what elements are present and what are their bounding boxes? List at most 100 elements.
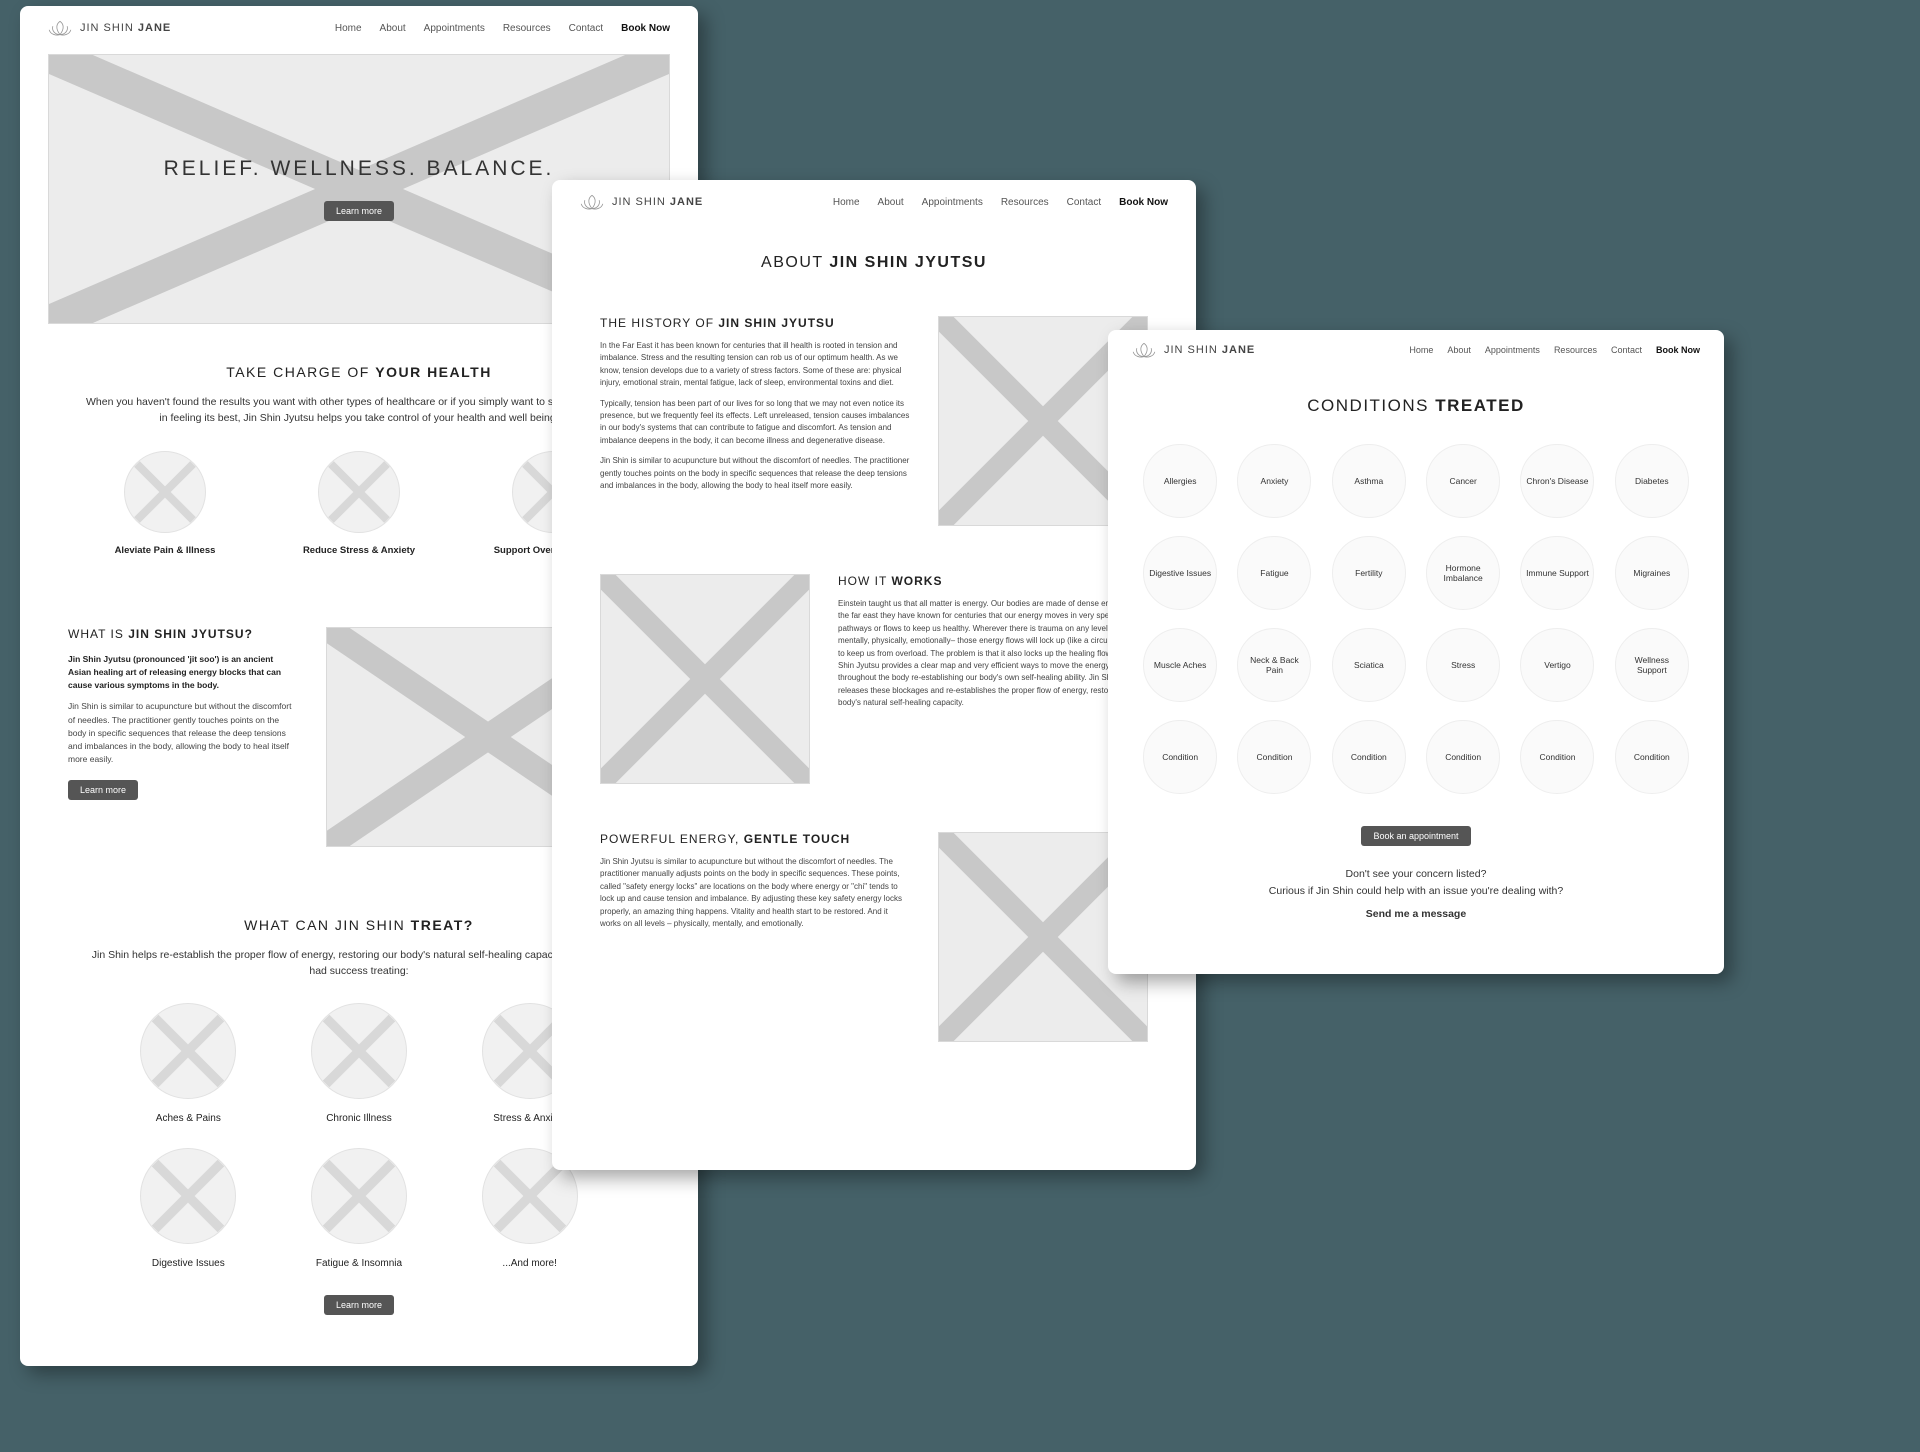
condition-chip: Digestive Issues: [1143, 536, 1217, 610]
treat-caption: Chronic Illness: [326, 1113, 392, 1124]
condition-chip: Muscle Aches: [1143, 628, 1217, 702]
condition-item[interactable]: Digestive Issues: [1138, 536, 1222, 610]
condition-item[interactable]: Immune Support: [1515, 536, 1599, 610]
intro-body: Jin Shin is similar to acupuncture but w…: [68, 700, 298, 766]
condition-chip: Wellness Support: [1615, 628, 1689, 702]
brand[interactable]: JIN SHIN JANE: [48, 18, 171, 38]
learn-more-button[interactable]: Learn more: [68, 780, 138, 800]
condition-item[interactable]: Neck & Back Pain: [1232, 628, 1316, 702]
nav-contact[interactable]: Contact: [569, 23, 603, 34]
condition-item[interactable]: Vertigo: [1515, 628, 1599, 702]
condition-item[interactable]: Muscle Aches: [1138, 628, 1222, 702]
footer-cta: Book an appointment Don't see your conce…: [1108, 804, 1724, 944]
footer-line: Curious if Jin Shin could help with an i…: [1108, 883, 1724, 900]
nav-appointments[interactable]: Appointments: [424, 23, 485, 34]
condition-chip: Diabetes: [1615, 444, 1689, 518]
nav-about[interactable]: About: [380, 23, 406, 34]
circle-placeholder: [311, 1148, 407, 1244]
book-appointment-button[interactable]: Book an appointment: [1361, 826, 1470, 846]
conditions-grid: Allergies Anxiety Asthma Cancer Chron's Dise…: [1108, 434, 1724, 804]
nav-appointments[interactable]: Appointments: [1485, 345, 1540, 355]
condition-item[interactable]: Condition: [1515, 720, 1599, 794]
treat-caption: ...And more!: [502, 1258, 556, 1269]
nav-appointments[interactable]: Appointments: [922, 197, 983, 208]
nav-home[interactable]: Home: [1409, 345, 1433, 355]
condition-chip: Vertigo: [1520, 628, 1594, 702]
condition-item[interactable]: Chron's Disease: [1515, 444, 1599, 518]
nav-book-now[interactable]: Book Now: [621, 23, 670, 34]
condition-chip: Cancer: [1426, 444, 1500, 518]
brand[interactable]: JIN SHIN JANE: [1132, 340, 1255, 360]
condition-item[interactable]: Condition: [1138, 720, 1222, 794]
nav-resources[interactable]: Resources: [1001, 197, 1049, 208]
treat-item: Digestive Issues: [123, 1148, 253, 1269]
treat-item: Aches & Pains: [123, 1003, 253, 1124]
condition-chip: Hormone Imbalance: [1426, 536, 1500, 610]
condition-chip: Condition: [1520, 720, 1594, 794]
condition-item[interactable]: Asthma: [1327, 444, 1411, 518]
treat-caption: Digestive Issues: [152, 1258, 225, 1269]
condition-item[interactable]: Wellness Support: [1610, 628, 1694, 702]
nav-home[interactable]: Home: [833, 197, 860, 208]
circle-placeholder: [140, 1148, 236, 1244]
condition-chip: Fertility: [1332, 536, 1406, 610]
send-message-link[interactable]: Send me a message: [1108, 906, 1724, 923]
section-heading: THE HISTORY OF JIN SHIN JYUTSU: [600, 316, 910, 330]
treat-caption: Aches & Pains: [156, 1113, 221, 1124]
body-text: Jin Shin Jyutsu is similar to acupunctur…: [600, 856, 910, 930]
benefit-caption: Aleviate Pain & Illness: [115, 545, 216, 557]
condition-chip: Neck & Back Pain: [1237, 628, 1311, 702]
condition-item[interactable]: Stress: [1421, 628, 1505, 702]
condition-item[interactable]: Condition: [1327, 720, 1411, 794]
section-heading: POWERFUL ENERGY, GENTLE TOUCH: [600, 832, 910, 846]
nav-about[interactable]: About: [1447, 345, 1471, 355]
condition-item[interactable]: Fertility: [1327, 536, 1411, 610]
nav-resources[interactable]: Resources: [1554, 345, 1597, 355]
learn-more-button[interactable]: Learn more: [324, 1295, 394, 1315]
condition-item[interactable]: Fatigue: [1232, 536, 1316, 610]
condition-item[interactable]: Cancer: [1421, 444, 1505, 518]
condition-item[interactable]: Anxiety: [1232, 444, 1316, 518]
benefit-caption: Reduce Stress & Anxiety: [303, 545, 415, 557]
condition-item[interactable]: Hormone Imbalance: [1421, 536, 1505, 610]
condition-chip: Migraines: [1615, 536, 1689, 610]
nav-home[interactable]: Home: [335, 23, 362, 34]
gentle-touch-section: POWERFUL ENERGY, GENTLE TOUCH Jin Shin J…: [552, 808, 1196, 1066]
intro-strong: Jin Shin Jyutsu (pronounced 'jit soo') i…: [68, 653, 298, 693]
condition-chip: Immune Support: [1520, 536, 1594, 610]
lotus-icon: [48, 18, 72, 38]
nav-book-now[interactable]: Book Now: [1656, 345, 1700, 355]
treat-caption: Fatigue & Insomnia: [316, 1258, 402, 1269]
condition-chip: Asthma: [1332, 444, 1406, 518]
page-title: CONDITIONS TREATED: [1108, 370, 1724, 434]
treat-item: Chronic Illness: [294, 1003, 424, 1124]
condition-item[interactable]: Condition: [1232, 720, 1316, 794]
condition-chip: Allergies: [1143, 444, 1217, 518]
nav-book-now[interactable]: Book Now: [1119, 197, 1168, 208]
condition-chip: Chron's Disease: [1520, 444, 1594, 518]
nav-links: Home About Appointments Resources Contac…: [335, 23, 670, 34]
condition-item[interactable]: Condition: [1421, 720, 1505, 794]
about-wireframe: JIN SHIN JANE Home About Appointments Re…: [552, 180, 1196, 1170]
nav-contact[interactable]: Contact: [1067, 197, 1101, 208]
nav-about[interactable]: About: [878, 197, 904, 208]
nav-links: Home About Appointments Resources Contac…: [1409, 345, 1700, 355]
condition-item[interactable]: Allergies: [1138, 444, 1222, 518]
brand-text: JIN SHIN JANE: [612, 196, 703, 208]
condition-item[interactable]: Diabetes: [1610, 444, 1694, 518]
benefit-item: Aleviate Pain & Illness: [100, 451, 230, 557]
nav-resources[interactable]: Resources: [503, 23, 551, 34]
condition-chip: Condition: [1615, 720, 1689, 794]
brand-text: JIN SHIN JANE: [80, 22, 171, 34]
image-placeholder: [600, 574, 810, 784]
condition-item[interactable]: Condition: [1610, 720, 1694, 794]
learn-more-button[interactable]: Learn more: [324, 201, 394, 221]
condition-chip: Fatigue: [1237, 536, 1311, 610]
nav-contact[interactable]: Contact: [1611, 345, 1642, 355]
brand[interactable]: JIN SHIN JANE: [580, 192, 703, 212]
section-heading: HOW IT WORKS: [838, 574, 1148, 588]
benefit-item: Reduce Stress & Anxiety: [294, 451, 424, 557]
condition-item[interactable]: Migraines: [1610, 536, 1694, 610]
condition-chip: Anxiety: [1237, 444, 1311, 518]
condition-item[interactable]: Sciatica: [1327, 628, 1411, 702]
